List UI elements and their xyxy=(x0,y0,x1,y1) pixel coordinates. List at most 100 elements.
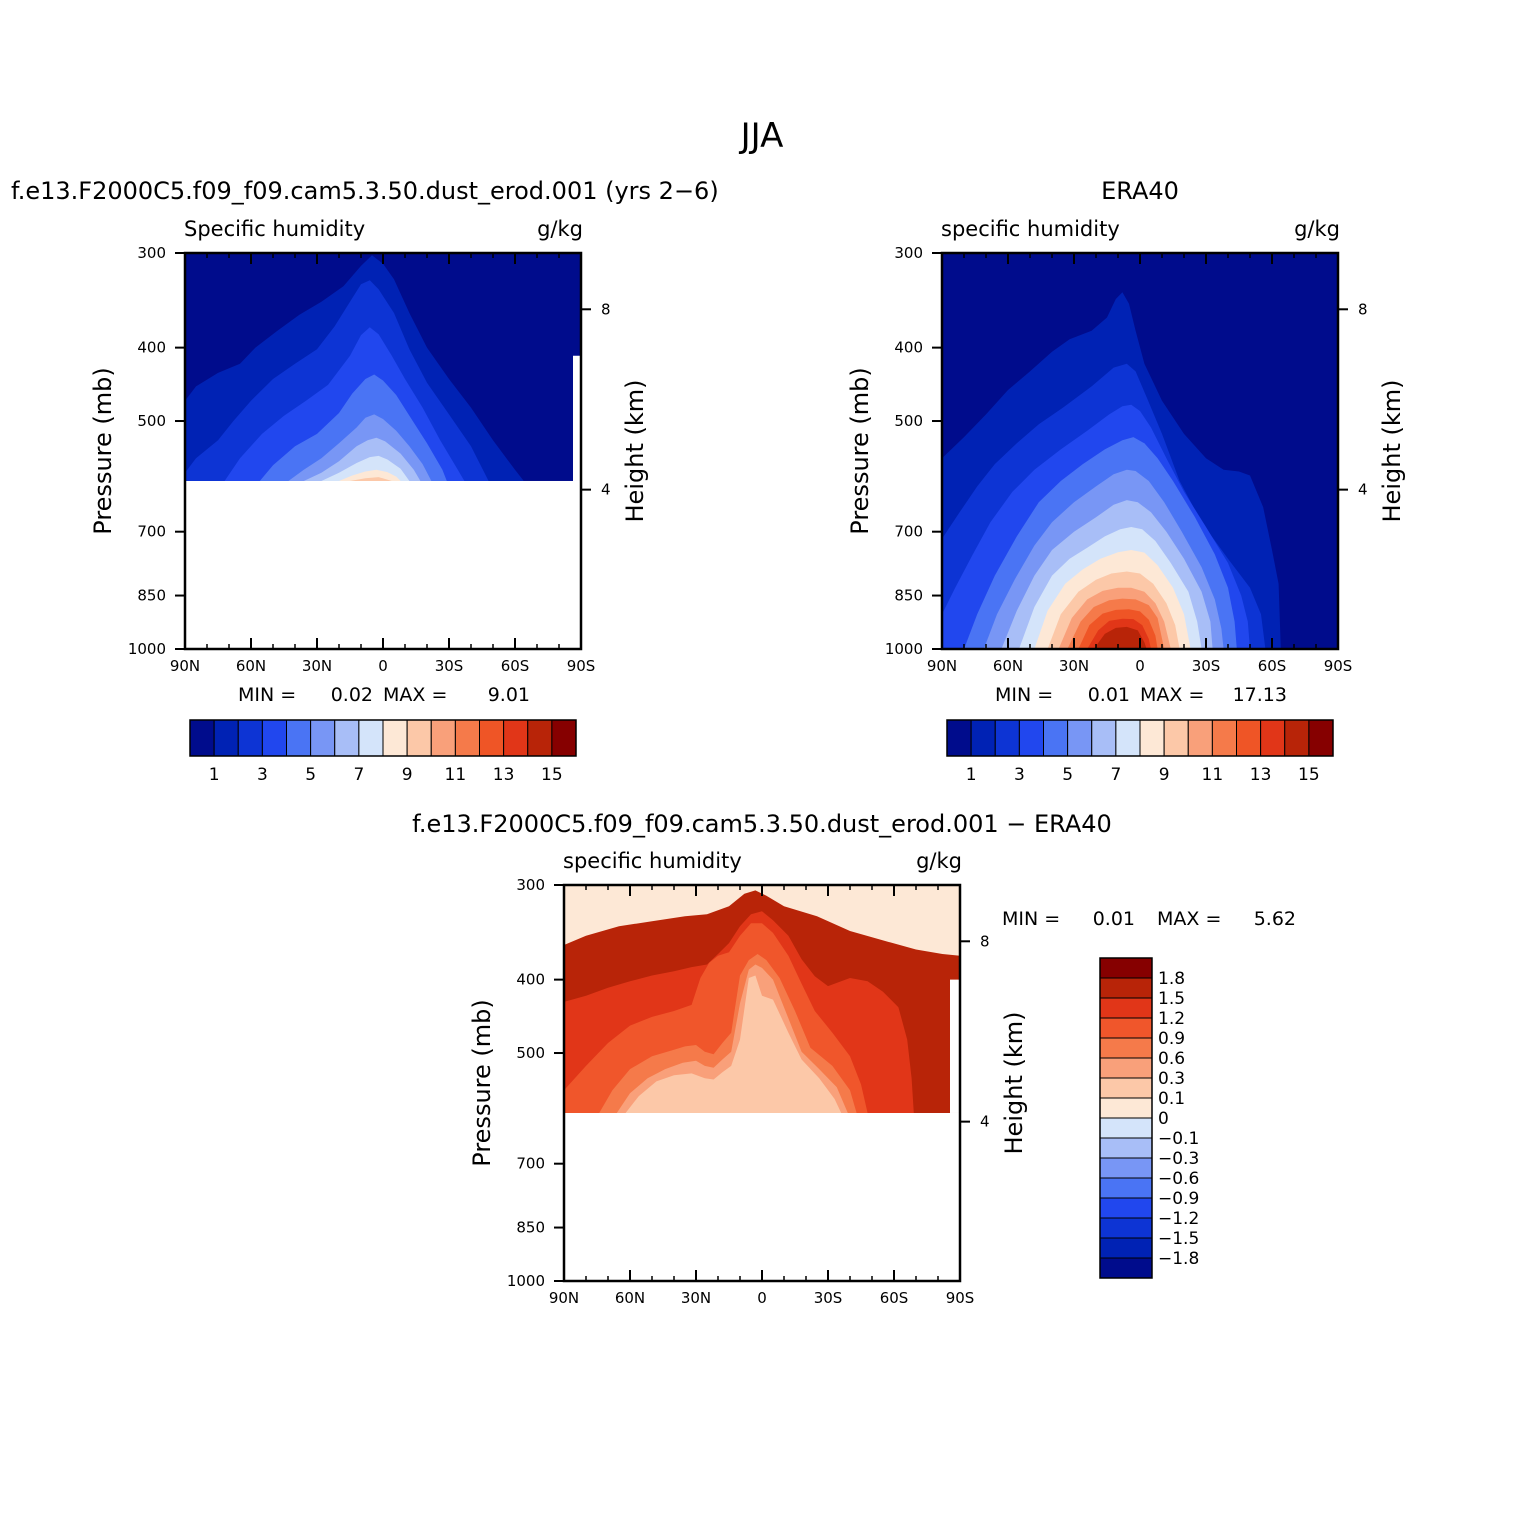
y2-tick-label: 4 xyxy=(1358,481,1368,499)
colorbar-swatch xyxy=(479,719,505,757)
colorbar-swatch xyxy=(1099,1257,1153,1279)
colorbar-frame xyxy=(1099,957,1153,1279)
colorbar-label: 9 xyxy=(402,765,413,785)
colorbar-swatch xyxy=(503,719,529,757)
y-tick-label: 700 xyxy=(137,523,166,541)
x-tick-label: 30S xyxy=(435,657,464,675)
colorbar-swatch xyxy=(1211,719,1237,757)
colorbar-swatch xyxy=(1099,1137,1153,1159)
y-axis-title: Pressure (mb) xyxy=(468,999,496,1166)
x-tick-label: 30N xyxy=(302,657,332,675)
colorbar-swatch xyxy=(1099,1037,1153,1059)
x-tick-label: 60N xyxy=(615,1289,645,1307)
colorbar-swatch xyxy=(430,719,456,757)
y-tick-label: 500 xyxy=(894,412,923,430)
units-label: g/kg xyxy=(1294,217,1340,241)
colorbar-label: 3 xyxy=(1014,765,1025,785)
y-axis-title: Pressure (mb) xyxy=(89,367,117,534)
colorbar-swatch xyxy=(382,719,408,757)
colorbar-label: 0.6 xyxy=(1158,1049,1185,1069)
y2-tick-label: 8 xyxy=(980,932,990,950)
panel-title: f.e13.F2000C5.f09_f09.cam5.3.50.dust_ero… xyxy=(11,177,719,205)
max-value: 5.62 xyxy=(1254,908,1296,930)
panel-title: f.e13.F2000C5.f09_f09.cam5.3.50.dust_ero… xyxy=(412,810,1112,838)
min-value: 0.01 xyxy=(1088,684,1130,706)
y2-axis-title: Height (km) xyxy=(621,380,649,523)
colorbar-label: 1 xyxy=(966,765,977,785)
y-axis-title: Pressure (mb) xyxy=(846,367,874,534)
colorbar-label: 3 xyxy=(257,765,268,785)
missing-data-strip xyxy=(573,355,581,481)
colorbar-frame xyxy=(946,719,1334,757)
colorbar-swatch xyxy=(1018,719,1044,757)
x-tick-label: 60N xyxy=(236,657,266,675)
colorbar-swatch xyxy=(1099,997,1153,1019)
colorbar-swatch xyxy=(1187,719,1213,757)
max-label: MAX = xyxy=(383,684,447,706)
colorbar-frame xyxy=(189,719,577,757)
y-tick-label: 700 xyxy=(516,1155,545,1173)
colorbar-swatch xyxy=(189,719,215,757)
colorbar-swatch xyxy=(286,719,312,757)
colorbar-swatch xyxy=(1099,1057,1153,1079)
colorbar-label: 0.9 xyxy=(1158,1029,1185,1049)
colorbar-label: −1.8 xyxy=(1158,1249,1199,1269)
colorbar-label: 9 xyxy=(1159,765,1170,785)
colorbar-label: 11 xyxy=(445,765,467,785)
colorbar-swatch xyxy=(1067,719,1093,757)
colorbar-swatch xyxy=(1043,719,1069,757)
y-tick-label: 400 xyxy=(137,339,166,357)
colorbar-swatch xyxy=(1115,719,1141,757)
colorbar-swatch xyxy=(1099,1197,1153,1219)
max-value: 17.13 xyxy=(1233,684,1287,706)
colorbar-label: 11 xyxy=(1202,765,1224,785)
colorbar-label: 5 xyxy=(305,765,316,785)
contour-band-6 xyxy=(625,975,842,1113)
panel-model: f.e13.F2000C5.f09_f09.cam5.3.50.dust_ero… xyxy=(11,177,719,785)
units-label: g/kg xyxy=(537,217,583,241)
x-tick-label: 90N xyxy=(170,657,200,675)
colorbar-swatch xyxy=(1099,977,1153,999)
x-tick-label: 0 xyxy=(757,1289,767,1307)
y-tick-label: 1000 xyxy=(128,640,166,658)
y-tick-label: 850 xyxy=(516,1219,545,1237)
contour-fills xyxy=(564,890,960,1113)
colorbar-swatch xyxy=(994,719,1020,757)
colorbar-swatch xyxy=(1284,719,1310,757)
missing-data-strip xyxy=(950,979,960,1113)
colorbar-label: 0.1 xyxy=(1158,1089,1185,1109)
colorbar-swatch xyxy=(1099,1117,1153,1139)
x-tick-label: 90S xyxy=(567,657,596,675)
colorbar-label: −0.9 xyxy=(1158,1189,1199,1209)
colorbar-label: 1.2 xyxy=(1158,1009,1185,1029)
colorbar-label: 0 xyxy=(1158,1109,1169,1129)
x-tick-label: 0 xyxy=(378,657,388,675)
y-tick-label: 1000 xyxy=(885,640,923,658)
colorbar-swatch xyxy=(1099,1017,1153,1039)
variable-label: specific humidity xyxy=(941,217,1120,241)
x-tick-label: 90N xyxy=(927,657,957,675)
min-value: 0.02 xyxy=(331,684,373,706)
x-tick-label: 30S xyxy=(814,1289,843,1307)
contour-fills xyxy=(185,255,524,481)
contour-band-9 xyxy=(350,477,392,481)
y-tick-label: 300 xyxy=(137,244,166,262)
colorbar-label: 1.8 xyxy=(1158,969,1185,989)
x-tick-label: 60S xyxy=(501,657,530,675)
contour-band-8 xyxy=(339,469,401,481)
colorbar-swatch xyxy=(1099,1097,1153,1119)
colorbar-swatch xyxy=(454,719,480,757)
contour-fills xyxy=(942,292,1281,649)
colorbar-swatch xyxy=(406,719,432,757)
x-tick-label: 30N xyxy=(681,1289,711,1307)
colorbar-label: −0.1 xyxy=(1158,1129,1199,1149)
min-value: 0.01 xyxy=(1093,908,1135,930)
colorbar-swatch xyxy=(970,719,996,757)
panel-era40: ERA40 specific humidity g/kg 90N 60N 30N 0 30S 6… xyxy=(846,177,1406,785)
colorbar-label: 1.5 xyxy=(1158,989,1185,1009)
y-tick-label: 850 xyxy=(137,587,166,605)
panel-title: ERA40 xyxy=(1101,177,1179,205)
y2-tick-label: 4 xyxy=(980,1113,990,1131)
y2-axis-title: Height (km) xyxy=(1378,380,1406,523)
